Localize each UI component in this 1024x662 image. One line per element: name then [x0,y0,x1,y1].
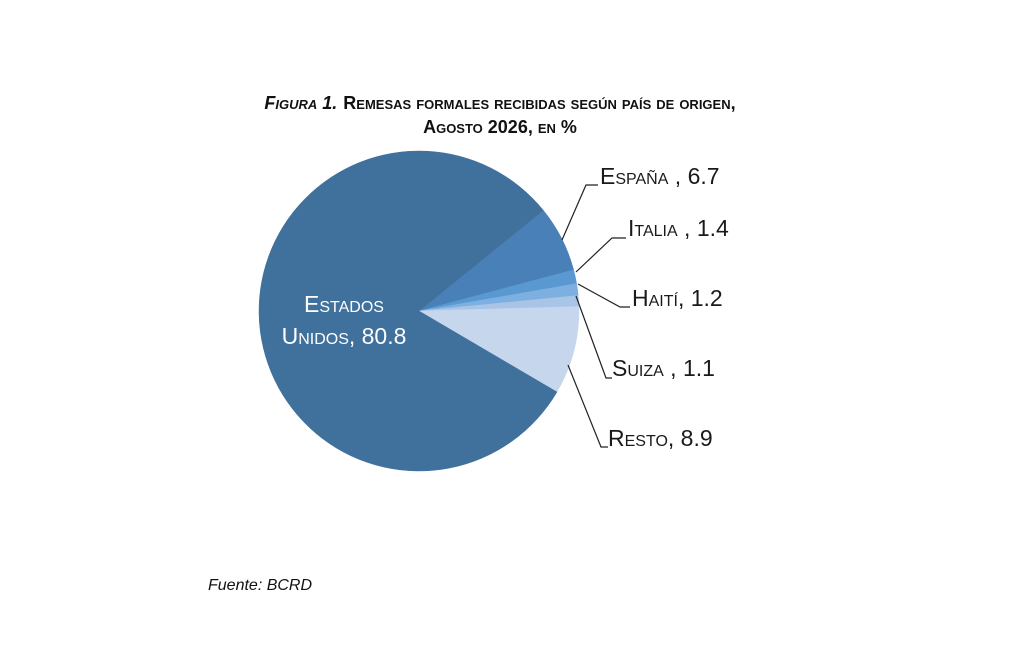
pie-slice [258,150,558,472]
figure-label: Figura 1. [264,93,337,113]
pie-slice [418,306,580,393]
leader-line [567,364,608,448]
chart-title: Figura 1. Remesas formales recibidas segú… [264,93,735,113]
data-label: Italia , 1.4 [628,215,729,241]
data-label: Unidos, 80.8 [282,323,407,349]
data-label: España , 6.7 [600,163,720,189]
leader-line [575,295,612,379]
data-label: Haití, 1.2 [632,285,723,311]
data-label: Suiza , 1.1 [612,355,715,381]
title-line: Agosto 2026, en % [423,117,577,137]
title-line: Remesas formales recibidas según país de… [343,93,735,113]
source: Fuente: BCRD [208,577,312,594]
data-label: Resto, 8.9 [608,425,713,451]
data-label: Estados [304,291,384,317]
leader-line [577,283,630,308]
leader-line [575,237,626,273]
leader-line [561,184,598,241]
